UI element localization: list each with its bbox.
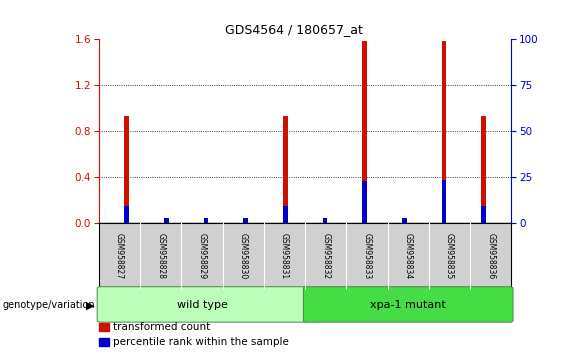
- Bar: [402, 218, 407, 223]
- Bar: [244, 218, 248, 223]
- Bar: [362, 181, 367, 223]
- Bar: [164, 218, 169, 223]
- Bar: [481, 116, 486, 223]
- Text: ▶: ▶: [86, 300, 95, 310]
- Text: GDS4564 / 180657_at: GDS4564 / 180657_at: [225, 23, 363, 36]
- Bar: [441, 180, 446, 223]
- Text: transformed count: transformed count: [113, 322, 210, 332]
- Text: GSM958835: GSM958835: [445, 233, 454, 279]
- Text: wild type: wild type: [176, 300, 228, 310]
- Bar: [441, 41, 446, 223]
- Text: GSM958831: GSM958831: [280, 233, 289, 279]
- Bar: [362, 41, 367, 223]
- Bar: [481, 206, 486, 223]
- Text: GSM958830: GSM958830: [239, 233, 247, 279]
- Text: percentile rank within the sample: percentile rank within the sample: [113, 337, 289, 347]
- Bar: [203, 218, 208, 223]
- Text: GSM958833: GSM958833: [363, 233, 371, 279]
- Text: GSM958832: GSM958832: [321, 233, 330, 279]
- Bar: [124, 116, 129, 223]
- Text: xpa-1 mutant: xpa-1 mutant: [370, 300, 446, 310]
- Bar: [283, 206, 288, 223]
- Text: GSM958829: GSM958829: [198, 233, 206, 279]
- Text: GSM958828: GSM958828: [157, 233, 165, 279]
- Text: GSM958834: GSM958834: [404, 233, 412, 279]
- Bar: [283, 116, 288, 223]
- Text: GSM958836: GSM958836: [486, 233, 495, 279]
- Text: GSM958827: GSM958827: [115, 233, 124, 279]
- Bar: [323, 218, 327, 223]
- Bar: [124, 206, 129, 223]
- Text: genotype/variation: genotype/variation: [3, 300, 95, 310]
